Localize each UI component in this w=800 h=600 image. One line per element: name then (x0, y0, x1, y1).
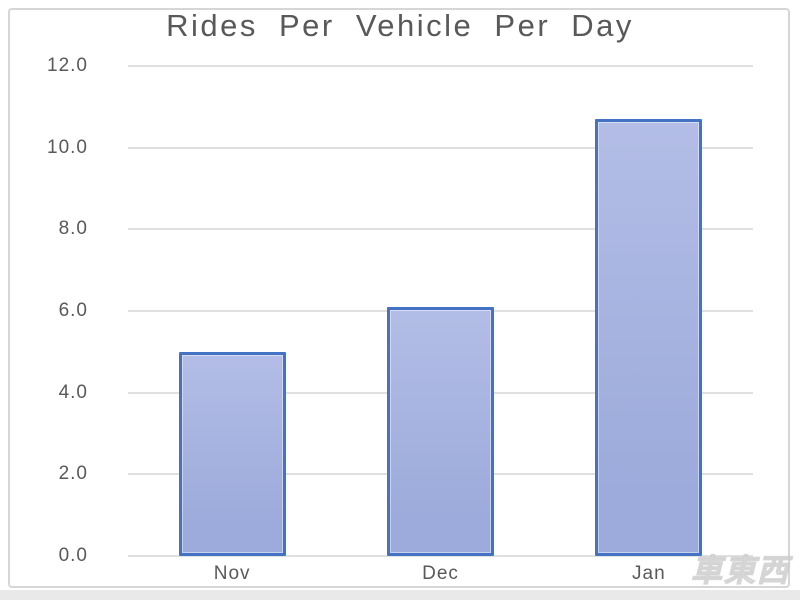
y-axis-tick-label: 4.0 (58, 381, 88, 403)
bottom-strip (0, 590, 800, 600)
gridline (128, 65, 753, 67)
bar-jan (595, 119, 703, 556)
chart-title: Rides Per Vehicle Per Day (166, 8, 634, 43)
x-axis-tick-label: Nov (213, 563, 251, 584)
x-axis-tick-label: Dec (422, 563, 459, 584)
gridline (128, 146, 753, 149)
y-axis-tick-label: 0.0 (58, 545, 88, 566)
y-axis-tick-label: 10.0 (47, 136, 88, 158)
bar-dec (387, 306, 494, 556)
y-axis-tick-label: 12.0 (47, 55, 88, 76)
y-axis-tick-label: 8.0 (58, 218, 88, 240)
gridline (128, 228, 753, 231)
watermark: 車東西 (690, 552, 790, 588)
y-axis-tick-label: 6.0 (58, 300, 88, 321)
x-axis-tick-label: Jan (632, 563, 666, 584)
y-axis-tick-label: 2.0 (58, 463, 88, 485)
bar-nov (178, 351, 286, 556)
gridline (128, 555, 753, 557)
